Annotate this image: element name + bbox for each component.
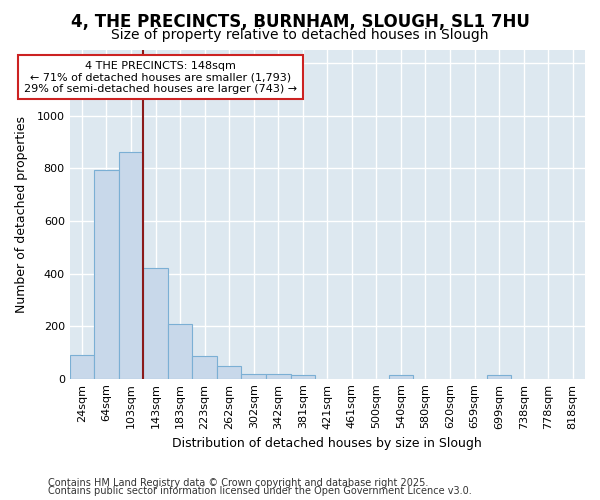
- Text: 4 THE PRECINCTS: 148sqm
← 71% of detached houses are smaller (1,793)
29% of semi: 4 THE PRECINCTS: 148sqm ← 71% of detache…: [24, 60, 297, 94]
- Bar: [290, 374, 315, 378]
- Bar: [168, 324, 193, 378]
- Bar: [119, 152, 143, 378]
- Bar: [241, 374, 266, 378]
- X-axis label: Distribution of detached houses by size in Slough: Distribution of detached houses by size …: [172, 437, 482, 450]
- Text: Contains public sector information licensed under the Open Government Licence v3: Contains public sector information licen…: [48, 486, 472, 496]
- Bar: [217, 366, 241, 378]
- Bar: [487, 374, 511, 378]
- Text: Contains HM Land Registry data © Crown copyright and database right 2025.: Contains HM Land Registry data © Crown c…: [48, 478, 428, 488]
- Text: 4, THE PRECINCTS, BURNHAM, SLOUGH, SL1 7HU: 4, THE PRECINCTS, BURNHAM, SLOUGH, SL1 7…: [71, 12, 529, 30]
- Bar: [193, 356, 217, 378]
- Text: Size of property relative to detached houses in Slough: Size of property relative to detached ho…: [111, 28, 489, 42]
- Bar: [266, 374, 290, 378]
- Bar: [389, 374, 413, 378]
- Bar: [143, 268, 168, 378]
- Y-axis label: Number of detached properties: Number of detached properties: [16, 116, 28, 313]
- Bar: [94, 170, 119, 378]
- Bar: [70, 355, 94, 378]
